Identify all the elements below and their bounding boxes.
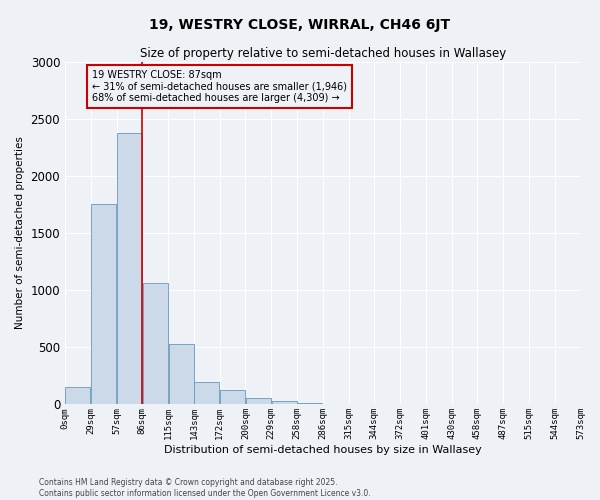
Bar bbox=[91, 204, 116, 404]
X-axis label: Distribution of semi-detached houses by size in Wallasey: Distribution of semi-detached houses by … bbox=[164, 445, 482, 455]
Y-axis label: Number of semi-detached properties: Number of semi-detached properties bbox=[15, 136, 25, 330]
Bar bbox=[272, 401, 296, 404]
Text: 19, WESTRY CLOSE, WIRRAL, CH46 6JT: 19, WESTRY CLOSE, WIRRAL, CH46 6JT bbox=[149, 18, 451, 32]
Bar bbox=[246, 398, 271, 404]
Bar bbox=[169, 344, 194, 405]
Title: Size of property relative to semi-detached houses in Wallasey: Size of property relative to semi-detach… bbox=[140, 48, 506, 60]
Text: Contains HM Land Registry data © Crown copyright and database right 2025.
Contai: Contains HM Land Registry data © Crown c… bbox=[39, 478, 371, 498]
Bar bbox=[220, 390, 245, 404]
Bar bbox=[117, 132, 142, 404]
Bar bbox=[194, 382, 219, 404]
Bar bbox=[65, 388, 91, 404]
Text: 19 WESTRY CLOSE: 87sqm
← 31% of semi-detached houses are smaller (1,946)
68% of : 19 WESTRY CLOSE: 87sqm ← 31% of semi-det… bbox=[92, 70, 347, 103]
Bar bbox=[143, 284, 168, 405]
